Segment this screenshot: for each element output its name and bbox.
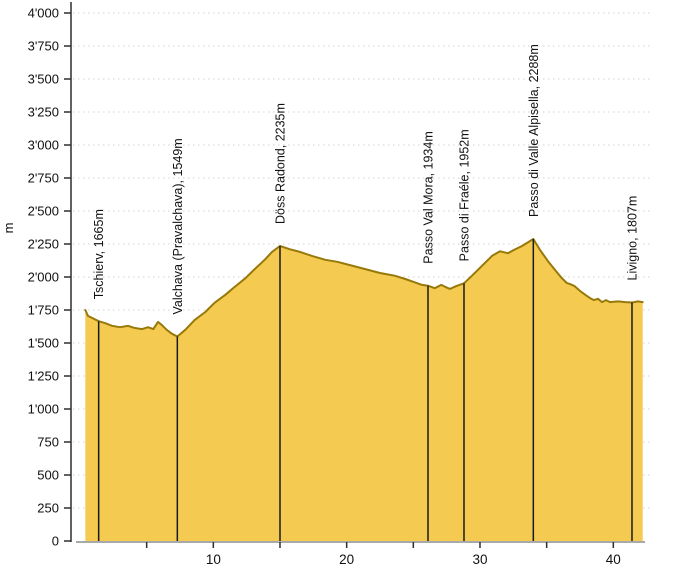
y-tick-label: 0 bbox=[52, 534, 59, 549]
x-tick-label: 40 bbox=[606, 552, 621, 567]
y-tick-label: 1'500 bbox=[28, 336, 59, 351]
waypoint-label: Döss Radond, 2235m bbox=[273, 103, 287, 224]
x-tick-label: 20 bbox=[339, 552, 354, 567]
elevation-profile-line bbox=[84, 238, 644, 338]
elevation-area bbox=[85, 239, 643, 541]
elevation-area-layer bbox=[84, 238, 644, 541]
waypoint-label: Passo Val Mora, 1934m bbox=[421, 131, 435, 263]
x-tick-label: 10 bbox=[206, 552, 221, 567]
x-tick-label: 30 bbox=[472, 552, 487, 567]
axis-layer: 0 250 500 750 1'000 1'250 1'500 1'750 2'000 2'250… bbox=[28, 2, 645, 567]
y-tick-label: 500 bbox=[37, 468, 59, 483]
y-tick-label: 250 bbox=[37, 501, 59, 516]
y-tick-label: 2'750 bbox=[28, 171, 59, 186]
waypoint-label: Livigno, 1807m bbox=[625, 196, 639, 281]
y-tick-label: 3'750 bbox=[28, 39, 59, 54]
y-tick-label: 3'000 bbox=[28, 138, 59, 153]
y-tick-label: 1'750 bbox=[28, 303, 59, 318]
waypoint-label: Passo di Valle Alpisella, 2288m bbox=[527, 44, 541, 217]
y-axis-title: m bbox=[1, 223, 16, 234]
y-tick-label: 2'250 bbox=[28, 237, 59, 252]
y-tick-label: 1'250 bbox=[28, 369, 59, 384]
y-tick-label: 1'000 bbox=[28, 402, 59, 417]
y-tick-label: 750 bbox=[37, 435, 59, 450]
waypoint-label: Valchava (Pravalchava), 1549m bbox=[171, 138, 185, 314]
waypoint-marker-layer: Tschierv, 1665m Valchava (Pravalchava), 1… bbox=[92, 44, 639, 541]
y-tick-label: 3'500 bbox=[28, 72, 59, 87]
waypoint-label: Passo di Fraéle, 1952m bbox=[457, 129, 471, 261]
y-tick-label: 3'250 bbox=[28, 105, 59, 120]
waypoint-label: Tschierv, 1665m bbox=[92, 209, 106, 299]
y-tick-label: 2'000 bbox=[28, 270, 59, 285]
y-tick-label: 2'500 bbox=[28, 204, 59, 219]
y-tick-label: 4'000 bbox=[28, 6, 59, 21]
